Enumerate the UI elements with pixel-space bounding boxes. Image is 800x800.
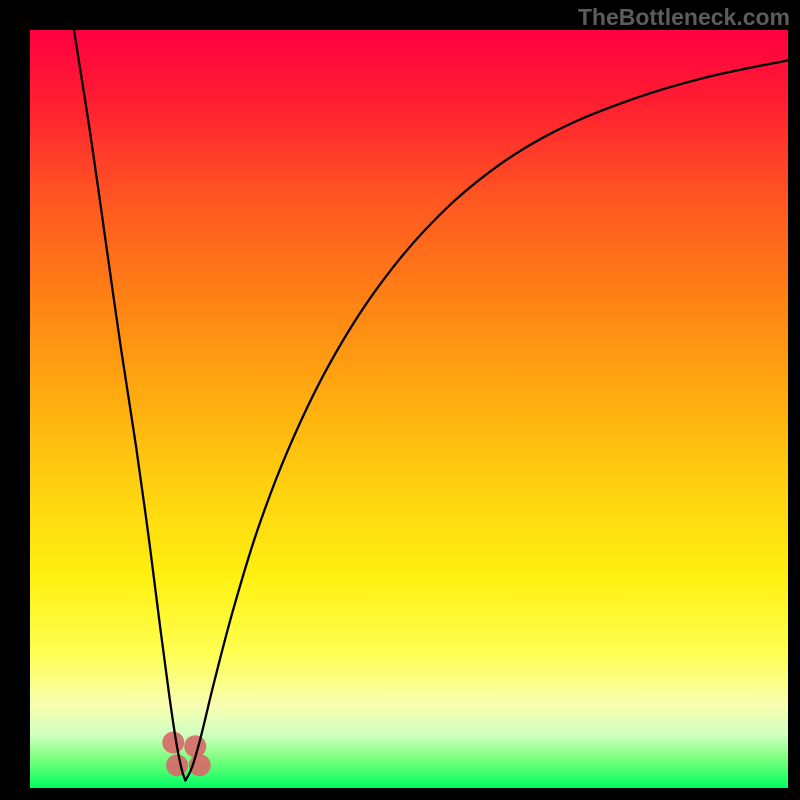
chart-container: TheBottleneck.com [0,0,800,800]
marker-group [162,732,211,777]
curve-layer [0,0,800,800]
curve-right-branch [185,60,788,780]
curve-left-branch [74,30,185,780]
highlight-marker [162,732,184,754]
highlight-marker [166,754,188,776]
watermark-text: TheBottleneck.com [578,4,790,31]
